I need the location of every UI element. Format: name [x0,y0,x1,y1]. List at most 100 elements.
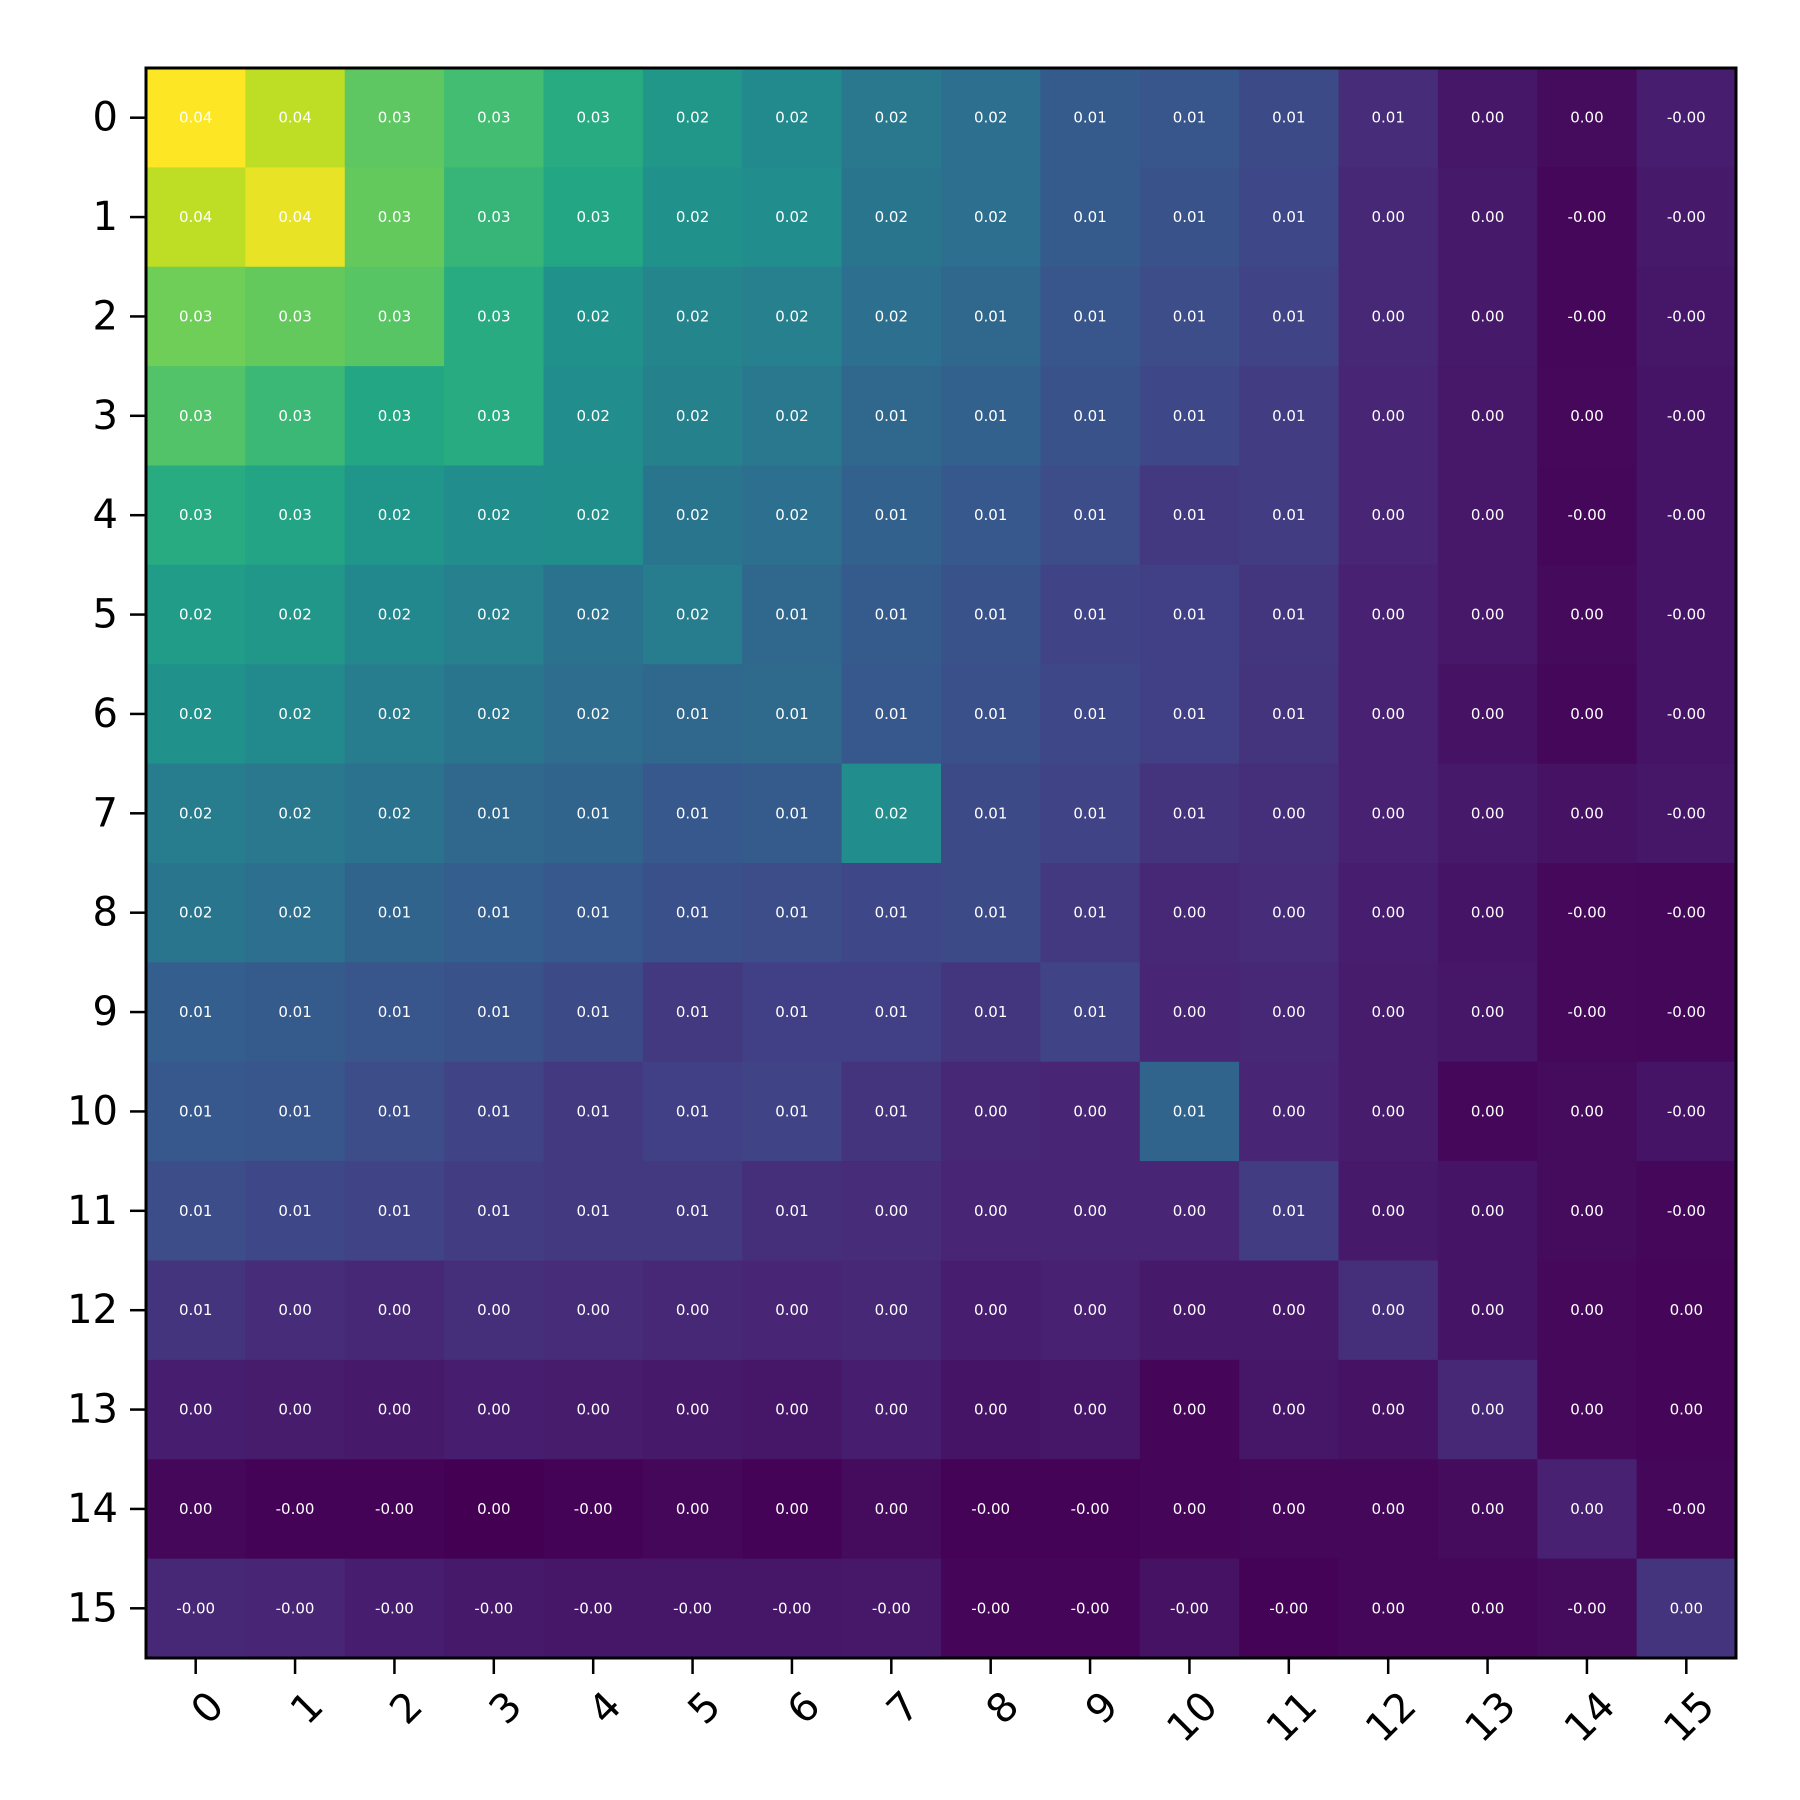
cell-value-label: 0.01 [1272,506,1305,524]
cell-value-label: 0.00 [1471,506,1504,524]
cell-value-label: 0.00 [775,1401,808,1419]
heatmap-cell [1338,1260,1439,1361]
cell-value-label: 0.00 [1272,1401,1305,1419]
heatmap-cell [146,1558,246,1659]
cell-value-label: 0.00 [1173,1500,1206,1518]
cell-value-label: 0.02 [179,804,212,822]
cell-value-label: 0.02 [875,109,908,127]
y-tick-label: 1 [93,194,118,240]
heatmap-cell [642,1459,743,1560]
cell-value-label: 0.00 [775,1500,808,1518]
cell-value-label: 0.00 [1471,1202,1504,1220]
heatmap-cell [1040,1161,1141,1262]
heatmap-cell [1139,564,1240,665]
y-tick-label: 3 [93,393,118,439]
heatmap-cell [1636,465,1737,566]
cell-value-label: 0.00 [1173,1202,1206,1220]
cell-value-label: 0.01 [1173,506,1206,524]
heatmap-cell [642,564,743,665]
heatmap-cell [1537,1459,1638,1560]
cell-value-label: -0.00 [673,1599,712,1617]
cell-value-label: 0.00 [1371,1202,1404,1220]
heatmap-cell [1239,465,1340,566]
heatmap-cell [1437,564,1538,665]
x-tick-label: 15 [1655,1683,1724,1752]
heatmap-cell [742,1260,843,1361]
heatmap-cell [1437,664,1538,765]
cell-value-label: 0.01 [1173,109,1206,127]
cell-value-label: 0.00 [676,1401,709,1419]
cell-value-label: 0.02 [875,804,908,822]
heatmap-cell [742,664,843,765]
heatmap-cell [742,266,843,367]
cell-value-label: 0.01 [1272,1202,1305,1220]
cell-value-label: 0.01 [278,1102,311,1120]
cell-value-label: 0.01 [676,1202,709,1220]
cell-value-label: 0.00 [974,1401,1007,1419]
heatmap-cell [444,1558,545,1659]
heatmap-cell [1239,564,1340,665]
heatmap-cell [1239,68,1340,168]
cell-value-label: 0.00 [1073,1401,1106,1419]
y-tick-label: 13 [67,1387,118,1433]
heatmap-cell [1338,863,1439,963]
cell-value-label: 0.00 [378,1301,411,1319]
heatmap-cell [1636,664,1737,765]
cell-value-label: -0.00 [375,1500,414,1518]
x-tick-label: 0 [183,1683,234,1734]
cell-value-label: 0.01 [576,1202,609,1220]
heatmap-cell [841,68,942,168]
cell-value-label: 0.02 [875,208,908,226]
x-tick-label: 9 [1077,1683,1128,1734]
heatmap-cell [642,1061,743,1162]
heatmap-cell [1537,962,1638,1063]
y-tick-label: 4 [93,492,118,538]
cell-value-label: -0.00 [1269,1599,1308,1617]
cell-value-label: 0.01 [875,606,908,624]
cell-value-label: 0.00 [974,1301,1007,1319]
heatmap-cell [344,1260,445,1361]
cell-value-label: 0.02 [676,606,709,624]
cell-value-label: 0.00 [1371,208,1404,226]
heatmap-cell [1040,1061,1141,1162]
cell-value-label: 0.02 [278,904,311,922]
cell-value-label: 0.01 [1173,1102,1206,1120]
cell-value-label: 0.00 [1471,1003,1504,1021]
cell-value-label: 0.01 [1173,208,1206,226]
cell-value-label: -0.00 [176,1599,215,1617]
cell-value-label: 0.01 [278,1003,311,1021]
heatmap-cell [245,167,346,268]
heatmap-cell [543,465,644,566]
heatmap-cell [642,1558,743,1659]
heatmap-cell [642,167,743,268]
heatmap-cell [841,167,942,268]
cell-value-label: 0.03 [179,506,212,524]
heatmap-cell [1338,564,1439,665]
heatmap-cell [146,366,246,467]
heatmap-cell [146,167,246,268]
heatmap-cell [1040,1260,1141,1361]
heatmap-cell [1040,763,1141,864]
cell-value-label: 0.00 [477,1401,510,1419]
cell-value-label: 0.01 [1272,705,1305,723]
cell-value-label: 0.01 [775,1202,808,1220]
heatmap-cell [444,167,545,268]
cell-value-label: -0.00 [1568,307,1607,325]
heatmap-cell [1139,962,1240,1063]
heatmap-cell [941,465,1041,566]
cell-value-label: 0.02 [278,705,311,723]
heatmap-cell [543,1558,644,1659]
heatmap-cell [941,664,1041,765]
heatmap-cell [146,564,246,665]
cell-value-label: 0.01 [775,705,808,723]
cell-value-label: 0.04 [278,208,311,226]
heatmap-cell [1040,68,1141,168]
cell-value-label: 0.01 [1073,109,1106,127]
cell-value-label: 0.01 [1272,407,1305,425]
heatmap-cell [1139,366,1240,467]
cell-value-label: 0.01 [179,1202,212,1220]
heatmap-cell [444,863,545,963]
heatmap-cell [1437,1459,1538,1560]
y-tick-label: 9 [93,989,118,1035]
